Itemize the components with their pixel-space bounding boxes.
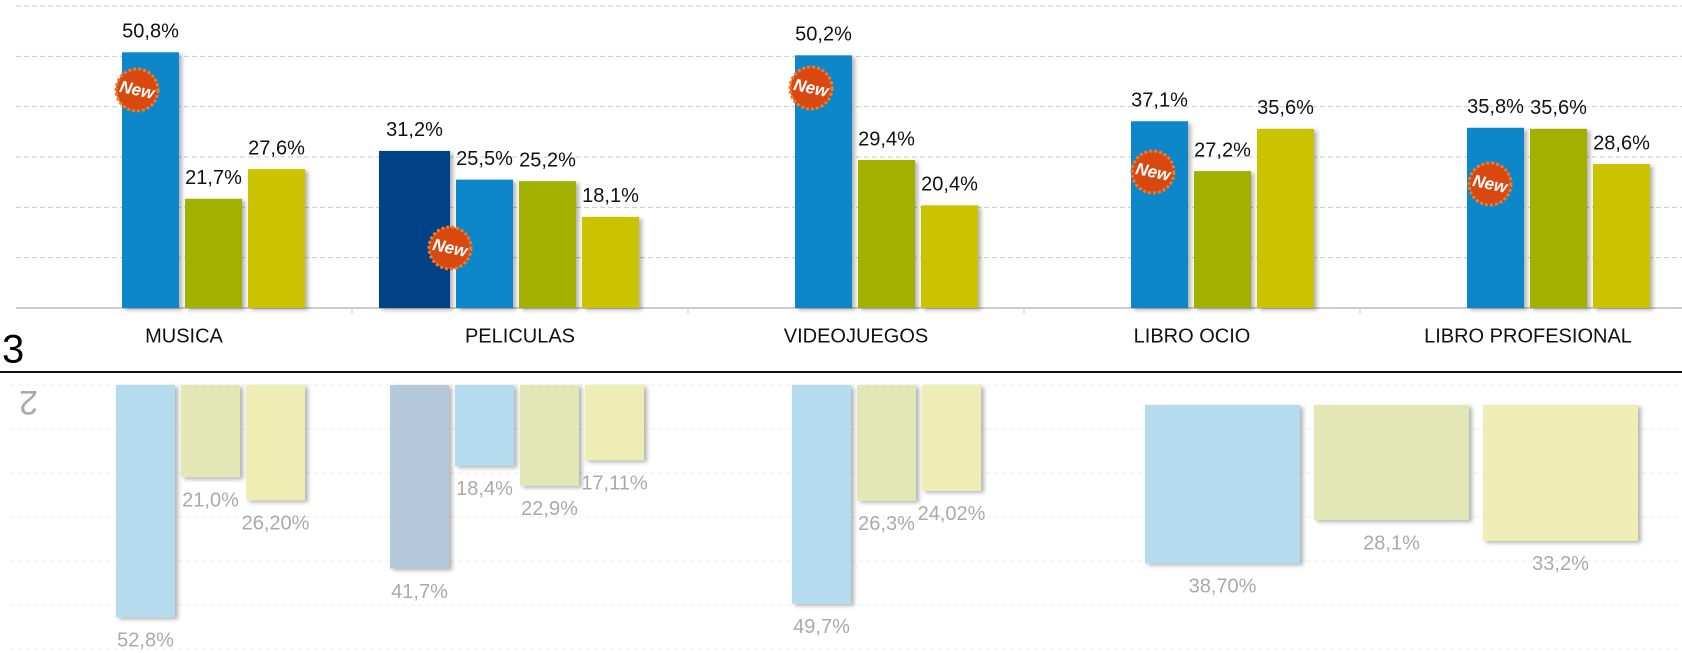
category-label: LIBRO PROFESIONAL [1424,325,1632,347]
section-number-mirrored: 2 [19,383,38,421]
bar [1145,405,1300,564]
bar [181,385,240,478]
bar [1194,171,1251,308]
bar [858,160,915,308]
data-label: 41,7% [391,581,448,603]
data-label: 17,11% [581,473,648,495]
bar [116,385,175,618]
data-label: 50,8% [122,21,179,43]
bar [248,169,305,308]
data-label: 31,2% [386,119,443,141]
bar [585,385,644,461]
bar [185,198,242,308]
data-label: 21,0% [182,490,239,512]
category-label: VIDEOJUEGOS [784,325,928,347]
data-label: 27,2% [1194,139,1251,161]
data-label: 35,6% [1530,97,1587,119]
data-label: 18,1% [582,185,639,207]
data-label: 20,4% [921,174,978,196]
bar [1483,405,1638,541]
data-label: 50,2% [795,24,852,46]
data-label: 35,8% [1467,96,1524,118]
data-label: 24,02% [918,503,986,525]
data-label: 26,3% [858,513,915,535]
data-label: 25,5% [456,148,513,170]
bar [1314,405,1469,520]
data-label: 22,9% [521,498,578,520]
bar [519,181,576,308]
badge-icon [1467,161,1513,207]
bar [792,385,851,604]
section-number: 3 [2,328,24,372]
bar [1131,121,1188,308]
bar [246,385,305,501]
data-label: 52,8% [117,630,174,652]
bar [922,385,981,491]
badge-icon [788,65,834,111]
data-label: 35,6% [1257,97,1314,119]
data-label: 21,7% [185,167,242,189]
bar [1467,127,1524,308]
data-label: 28,1% [1363,532,1420,554]
data-label: 49,7% [793,616,850,638]
badge-icon [427,225,473,271]
badge-icon [114,67,160,113]
data-label: 28,6% [1593,132,1650,154]
bar [1530,128,1587,308]
bar [921,205,978,308]
data-label: 26,20% [242,513,310,535]
data-label: 27,6% [248,137,305,159]
bar [1257,128,1314,308]
bar [455,385,514,466]
bar [1593,164,1650,308]
data-label: 18,4% [456,478,513,500]
data-label: 37,1% [1131,90,1188,112]
bar [520,385,579,486]
badge-icon [1130,149,1176,195]
data-label: 33,2% [1532,553,1589,575]
bar [582,216,639,308]
bar [390,385,449,569]
data-label: 38,70% [1189,576,1257,598]
category-label: MUSICA [145,325,223,347]
category-label: PELICULAS [465,325,575,347]
data-label: 25,2% [519,149,576,171]
bar [857,385,916,501]
category-label: LIBRO OCIO [1134,325,1251,347]
data-label: 29,4% [858,128,915,150]
